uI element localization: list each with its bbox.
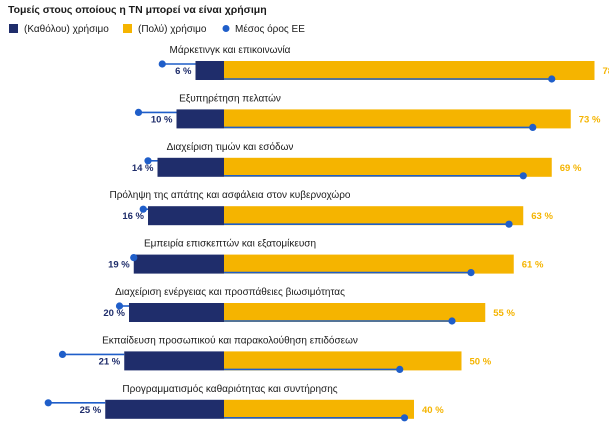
value-label-negative: 20 % xyxy=(103,308,125,319)
eu-average-dot-positive xyxy=(548,75,556,83)
category-label: Πρόληψη της απάτης και ασφάλεια στον κυβ… xyxy=(110,189,351,201)
legend-swatch-positive xyxy=(123,24,132,33)
legend: (Καθόλου) χρήσιμο (Πολύ) χρήσιμο Μέσος ό… xyxy=(9,23,305,35)
value-label-positive: 69 % xyxy=(560,163,582,174)
eu-average-dot-negative xyxy=(134,108,143,116)
category-label: Προγραμματισμός καθαριότητας και συντήρη… xyxy=(122,383,337,395)
value-label-negative: 19 % xyxy=(108,260,130,271)
category-label: Εμπειρία επισκεπτών και εξατομίκευση xyxy=(144,238,316,250)
value-label-negative: 6 % xyxy=(175,66,192,77)
bar-negative xyxy=(133,254,224,274)
legend-label-positive: (Πολύ) χρήσιμο xyxy=(138,23,207,35)
eu-average-dot-negative xyxy=(130,254,138,262)
chart-rows: Μάρκετινγκ και επικοινωνία 6 % 78 % Εξυπηρέ… xyxy=(44,44,609,422)
eu-average-dot-positive xyxy=(505,220,513,228)
bar-positive xyxy=(224,303,486,322)
value-label-positive: 73 % xyxy=(579,114,601,125)
bar-positive xyxy=(224,157,552,177)
legend-label-negative: (Καθόλου) χρήσιμο xyxy=(24,23,109,35)
value-label-negative: 16 % xyxy=(122,211,144,222)
eu-average-dot-negative xyxy=(144,157,152,165)
bar-positive xyxy=(224,351,462,371)
eu-average-dot-positive xyxy=(448,317,456,325)
bar-negative xyxy=(157,157,224,177)
bar-negative xyxy=(176,109,224,129)
eu-average-dot-negative xyxy=(115,302,124,310)
legend-dot-eu-average xyxy=(222,25,230,32)
value-label-negative: 21 % xyxy=(99,356,121,367)
bar-positive xyxy=(224,206,524,226)
bar-positive xyxy=(224,254,514,274)
legend-swatch-negative xyxy=(9,24,18,33)
category-label: Μάρκετινγκ και επικοινωνία xyxy=(170,44,291,56)
eu-average-dot-positive xyxy=(396,365,404,373)
bar-positive xyxy=(224,61,595,80)
category-label: Διαχείριση ενέργειας και προσπάθειες βιω… xyxy=(115,286,345,298)
eu-average-dot-negative xyxy=(139,205,147,213)
value-label-positive: 63 % xyxy=(531,211,553,222)
eu-average-dot-negative xyxy=(58,350,67,358)
bar-negative xyxy=(124,351,224,371)
eu-average-dot-positive xyxy=(529,123,537,131)
value-label-positive: 61 % xyxy=(522,260,544,271)
legend-label-eu-average: Μέσος όρος ΕΕ xyxy=(235,23,305,35)
category-label: Εκπαίδευση προσωπικού και παρακολούθηση … xyxy=(102,334,358,346)
bar-negative xyxy=(148,206,224,226)
value-label-negative: 25 % xyxy=(80,405,102,416)
category-label: Διαχείριση τιμών και εσόδων xyxy=(167,141,294,153)
bar-negative xyxy=(129,303,224,322)
value-label-positive: 40 % xyxy=(422,405,444,416)
eu-average-dot-positive xyxy=(467,269,475,277)
bar-negative xyxy=(105,399,224,419)
value-label-positive: 55 % xyxy=(493,308,515,319)
eu-average-dot-negative xyxy=(44,399,52,407)
eu-average-dot-negative xyxy=(158,60,166,68)
bar-positive xyxy=(224,109,571,129)
eu-average-dot-positive xyxy=(400,414,409,422)
bar-positive xyxy=(224,399,414,419)
value-label-positive: 50 % xyxy=(470,356,492,367)
chart-title: Τομείς στους οποίους η ΤΝ μπορεί να είνα… xyxy=(8,4,267,16)
bar-negative xyxy=(195,61,224,80)
eu-average-dot-positive xyxy=(519,172,527,180)
category-label: Εξυπηρέτηση πελατών xyxy=(179,92,281,104)
value-label-negative: 14 % xyxy=(132,163,154,174)
value-label-positive: 78 % xyxy=(603,66,609,77)
value-label-negative: 10 % xyxy=(151,114,173,125)
